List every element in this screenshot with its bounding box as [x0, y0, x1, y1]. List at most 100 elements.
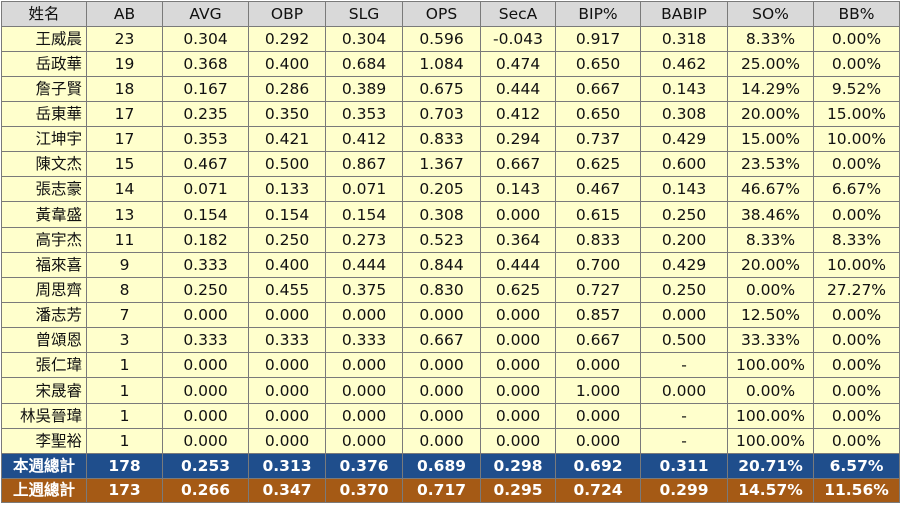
- table-row: 岳政華 19 0.368 0.400 0.684 1.084 0.474 0.650 0.462…: [1, 50, 900, 77]
- stat-cell: 0.667: [555, 75, 641, 102]
- stat-cell: 0.350: [248, 100, 326, 128]
- table-row: 宋晟睿 1 0.000 0.000 0.000 0.000 0.000 1.000 0.000 0…: [1, 377, 900, 404]
- stat-cell: 0.154: [248, 201, 326, 228]
- player-name-cell: 高宇杰: [1, 226, 87, 253]
- stat-cell: 0.00%: [727, 377, 814, 404]
- table-row: 林吳晉瑋 1 0.000 0.000 0.000 0.000 0.000 0.000-100.…: [1, 402, 900, 429]
- stat-cell: -: [640, 352, 728, 379]
- stat-cell: 25.00%: [727, 50, 814, 77]
- stat-cell: 17: [86, 126, 163, 153]
- total-cell: 0.298: [480, 453, 556, 479]
- stat-cell: 0.400: [248, 251, 326, 278]
- stat-cell: 1.084: [402, 50, 481, 77]
- total-cell: 0.311: [640, 453, 728, 479]
- player-name-cell: 張志豪: [1, 176, 87, 203]
- stat-cell: 0.444: [480, 251, 556, 278]
- table-row: 岳東華 17 0.235 0.350 0.353 0.703 0.412 0.650 0.308…: [1, 100, 900, 128]
- stat-cell: 0.833: [555, 226, 641, 253]
- table-row: 潘志芳 7 0.000 0.000 0.000 0.000 0.000 0.857 0.000 1…: [1, 302, 900, 329]
- stat-cell: 9: [86, 251, 163, 278]
- column-header: BB%: [813, 1, 900, 27]
- stat-cell: 0.00%: [813, 427, 900, 455]
- stat-cell: 33.33%: [727, 327, 814, 354]
- table-row: 曾頌恩 3 0.333 0.333 0.333 0.667 0.000 0.667 0.500 3…: [1, 327, 900, 354]
- total-cell: 0.689: [402, 453, 481, 479]
- stat-cell: 0.000: [248, 402, 326, 429]
- stat-cell: 10.00%: [813, 126, 900, 153]
- stat-cell: 0.304: [325, 25, 403, 52]
- stat-cell: 8: [86, 276, 163, 304]
- total-cell: 0.295: [480, 477, 556, 503]
- stat-cell: 1: [86, 427, 163, 455]
- stat-cell: 0.368: [162, 50, 249, 77]
- stat-cell: 0.308: [402, 201, 481, 228]
- stat-cell: 1: [86, 352, 163, 379]
- stat-cell: 20.00%: [727, 100, 814, 128]
- stat-cell: 0.182: [162, 226, 249, 253]
- stat-cell: 6.67%: [813, 176, 900, 203]
- stat-cell: 0.00%: [813, 402, 900, 429]
- player-name-cell: 曾頌恩: [1, 327, 87, 354]
- stat-cell: 0.667: [480, 151, 556, 178]
- stat-cell: 0.500: [640, 327, 728, 354]
- stat-cell: 0.596: [402, 25, 481, 52]
- table-totals: 本週總計 178 0.253 0.313 0.376 0.689 0.298 0.692 0.3…: [1, 453, 900, 503]
- column-header: AB: [86, 1, 163, 27]
- stat-cell: 0.455: [248, 276, 326, 304]
- player-name-cell: 林吳晉瑋: [1, 402, 87, 429]
- player-name-cell: 李聖裕: [1, 427, 87, 455]
- total-label: 本週總計: [1, 453, 87, 479]
- total-cell: 0.370: [325, 477, 403, 503]
- stat-cell: 0.143: [640, 176, 728, 203]
- stat-cell: 14.29%: [727, 75, 814, 102]
- stat-cell: 0.429: [640, 126, 728, 153]
- header-row: 姓名 AB AVG OBP SLG OPS SecA BIP% BABIP SO% BB%: [1, 1, 900, 27]
- stat-cell: 3: [86, 327, 163, 354]
- stat-cell: 0.000: [402, 377, 481, 404]
- stat-cell: 0.700: [555, 251, 641, 278]
- player-name-cell: 潘志芳: [1, 302, 87, 329]
- stat-cell: 0.318: [640, 25, 728, 52]
- stat-cell: 0.000: [480, 302, 556, 329]
- stat-cell: 0.292: [248, 25, 326, 52]
- stat-cell: 0.000: [640, 302, 728, 329]
- stat-cell: 1: [86, 402, 163, 429]
- player-name-cell: 江坤宇: [1, 126, 87, 153]
- total-cell: 11.56%: [813, 477, 900, 503]
- total-cell: 0.724: [555, 477, 641, 503]
- stat-cell: 0.500: [248, 151, 326, 178]
- stat-cell: 0.474: [480, 50, 556, 77]
- stat-cell: 0.833: [402, 126, 481, 153]
- stat-cell: 0.000: [402, 427, 481, 455]
- column-header: BABIP: [640, 1, 728, 27]
- table-header: 姓名 AB AVG OBP SLG OPS SecA BIP% BABIP SO% BB%: [1, 1, 900, 27]
- stat-cell: 0.867: [325, 151, 403, 178]
- stat-cell: 0.703: [402, 100, 481, 128]
- column-header: OPS: [402, 1, 481, 27]
- stat-cell: 0.00%: [727, 276, 814, 304]
- stat-cell: 0.000: [402, 302, 481, 329]
- stat-cell: 0.000: [248, 377, 326, 404]
- stat-cell: 0.600: [640, 151, 728, 178]
- stat-cell: 0.684: [325, 50, 403, 77]
- stat-cell: 0.737: [555, 126, 641, 153]
- stat-cell: 0.00%: [813, 50, 900, 77]
- stat-cell: 0.00%: [813, 25, 900, 52]
- player-name-cell: 張仁瑋: [1, 352, 87, 379]
- table-row: 陳文杰 15 0.467 0.500 0.867 1.367 0.667 0.625 0.600…: [1, 151, 900, 178]
- column-header: BIP%: [555, 1, 641, 27]
- total-cell: 0.376: [325, 453, 403, 479]
- column-header: OBP: [248, 1, 326, 27]
- stat-cell: 0.133: [248, 176, 326, 203]
- column-header: SLG: [325, 1, 403, 27]
- table-row: 江坤宇 17 0.353 0.421 0.412 0.833 0.294 0.737 0.429…: [1, 126, 900, 153]
- this-week-total-row: 本週總計 178 0.253 0.313 0.376 0.689 0.298 0.692 0.3…: [1, 453, 900, 479]
- stat-cell: 0.000: [325, 302, 403, 329]
- stat-cell: 0.205: [402, 176, 481, 203]
- total-cell: 20.71%: [727, 453, 814, 479]
- stat-cell: 0.000: [480, 402, 556, 429]
- stat-cell: 0.154: [162, 201, 249, 228]
- stat-cell: 0.143: [480, 176, 556, 203]
- stat-cell: 0.667: [402, 327, 481, 354]
